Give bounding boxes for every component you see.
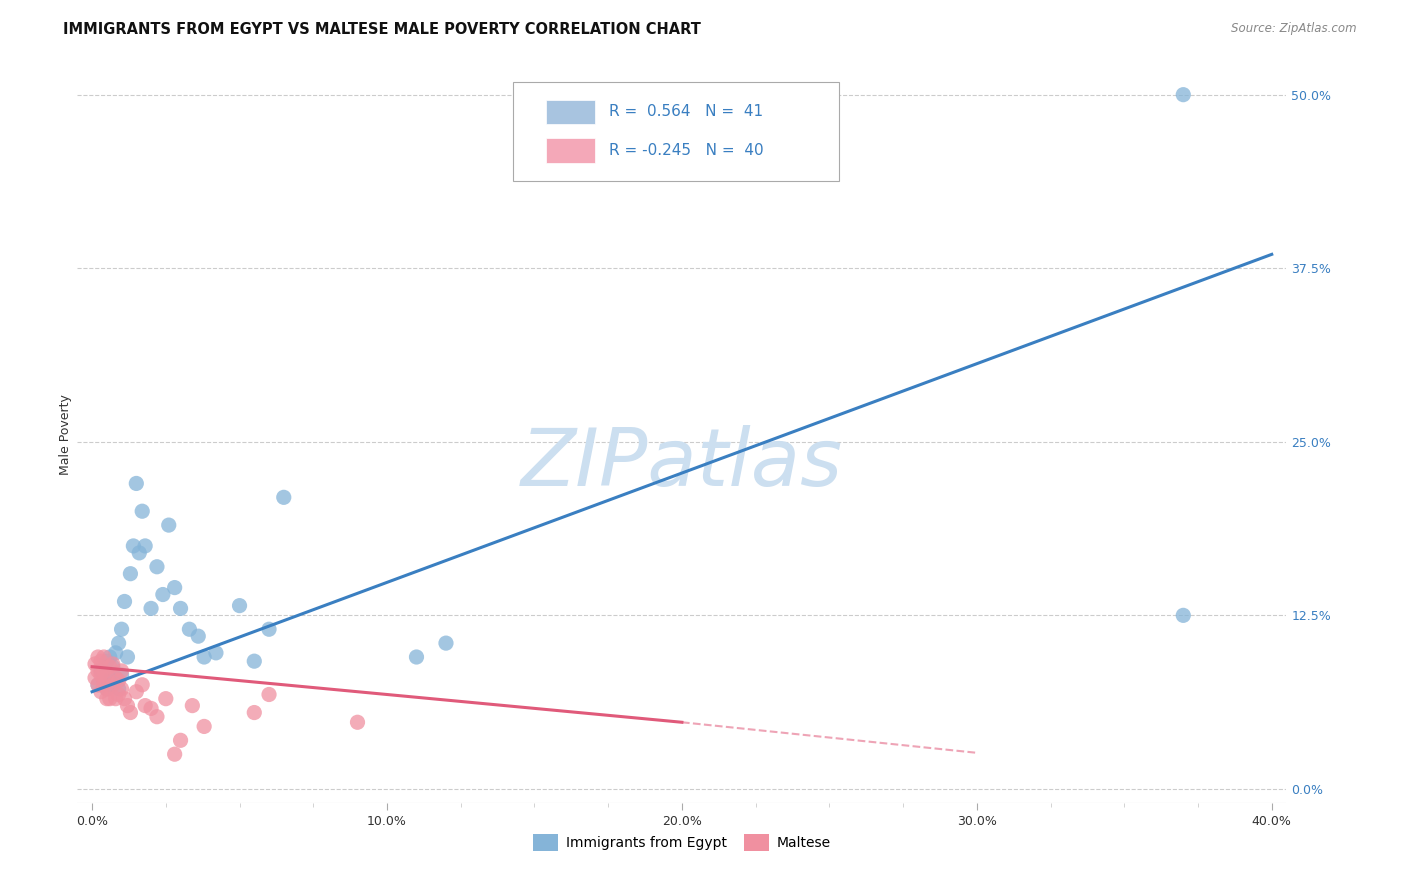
- Point: [131, 504, 153, 518]
- Point: [98, 659, 121, 673]
- Point: [120, 566, 142, 581]
- Point: [163, 581, 186, 595]
- Point: [205, 646, 228, 660]
- FancyBboxPatch shape: [513, 81, 839, 181]
- Point: [139, 701, 162, 715]
- FancyBboxPatch shape: [547, 138, 595, 162]
- Point: [98, 671, 121, 685]
- Point: [107, 636, 129, 650]
- Point: [169, 733, 191, 747]
- Point: [243, 706, 266, 720]
- Point: [157, 518, 180, 533]
- Point: [110, 668, 132, 682]
- Point: [84, 671, 107, 685]
- Point: [169, 601, 191, 615]
- Point: [117, 698, 139, 713]
- Text: R =  0.564   N =  41: R = 0.564 N = 41: [609, 104, 763, 120]
- Point: [179, 622, 201, 636]
- Point: [90, 668, 112, 682]
- Point: [101, 659, 124, 673]
- Point: [90, 654, 112, 668]
- Point: [1173, 608, 1195, 623]
- Point: [434, 636, 457, 650]
- Point: [122, 539, 145, 553]
- Text: Source: ZipAtlas.com: Source: ZipAtlas.com: [1232, 22, 1357, 36]
- Legend: Immigrants from Egypt, Maltese: Immigrants from Egypt, Maltese: [533, 834, 831, 851]
- Point: [110, 622, 132, 636]
- Point: [101, 657, 124, 671]
- Point: [104, 646, 127, 660]
- Point: [163, 747, 186, 762]
- Point: [96, 668, 118, 682]
- Point: [181, 698, 204, 713]
- Point: [346, 715, 368, 730]
- Point: [134, 698, 156, 713]
- Point: [117, 650, 139, 665]
- Point: [104, 691, 127, 706]
- Point: [104, 671, 127, 685]
- Point: [114, 691, 136, 706]
- Point: [93, 650, 115, 665]
- Point: [87, 678, 110, 692]
- Point: [98, 650, 121, 665]
- Point: [155, 691, 177, 706]
- Point: [146, 709, 169, 723]
- FancyBboxPatch shape: [547, 100, 595, 124]
- Point: [125, 476, 148, 491]
- Point: [405, 650, 427, 665]
- Point: [110, 681, 132, 696]
- Point: [273, 491, 295, 505]
- Point: [134, 539, 156, 553]
- Point: [96, 681, 118, 696]
- Point: [1173, 87, 1195, 102]
- Point: [228, 599, 250, 613]
- Point: [110, 664, 132, 678]
- Point: [107, 688, 129, 702]
- Text: IMMIGRANTS FROM EGYPT VS MALTESE MALE POVERTY CORRELATION CHART: IMMIGRANTS FROM EGYPT VS MALTESE MALE PO…: [63, 22, 702, 37]
- Point: [98, 691, 121, 706]
- Point: [187, 629, 209, 643]
- Point: [257, 622, 280, 636]
- Point: [131, 678, 153, 692]
- Point: [93, 673, 115, 688]
- Text: ZIPatlas: ZIPatlas: [520, 425, 844, 503]
- Point: [96, 681, 118, 696]
- Point: [193, 650, 215, 665]
- Point: [87, 664, 110, 678]
- Point: [107, 681, 129, 696]
- Point: [96, 654, 118, 668]
- Point: [114, 594, 136, 608]
- Point: [146, 559, 169, 574]
- Point: [125, 684, 148, 698]
- Point: [139, 601, 162, 615]
- Point: [90, 664, 112, 678]
- Point: [128, 546, 150, 560]
- Point: [120, 706, 142, 720]
- Point: [96, 691, 118, 706]
- Y-axis label: Male Poverty: Male Poverty: [59, 394, 72, 475]
- Point: [84, 657, 107, 671]
- Point: [152, 588, 174, 602]
- Point: [193, 719, 215, 733]
- Point: [93, 678, 115, 692]
- Point: [93, 664, 115, 678]
- Point: [101, 678, 124, 692]
- Point: [87, 678, 110, 692]
- Point: [87, 650, 110, 665]
- Point: [101, 678, 124, 692]
- Point: [243, 654, 266, 668]
- Text: R = -0.245   N =  40: R = -0.245 N = 40: [609, 143, 763, 158]
- Point: [90, 684, 112, 698]
- Point: [257, 688, 280, 702]
- Point: [104, 671, 127, 685]
- Point: [107, 673, 129, 688]
